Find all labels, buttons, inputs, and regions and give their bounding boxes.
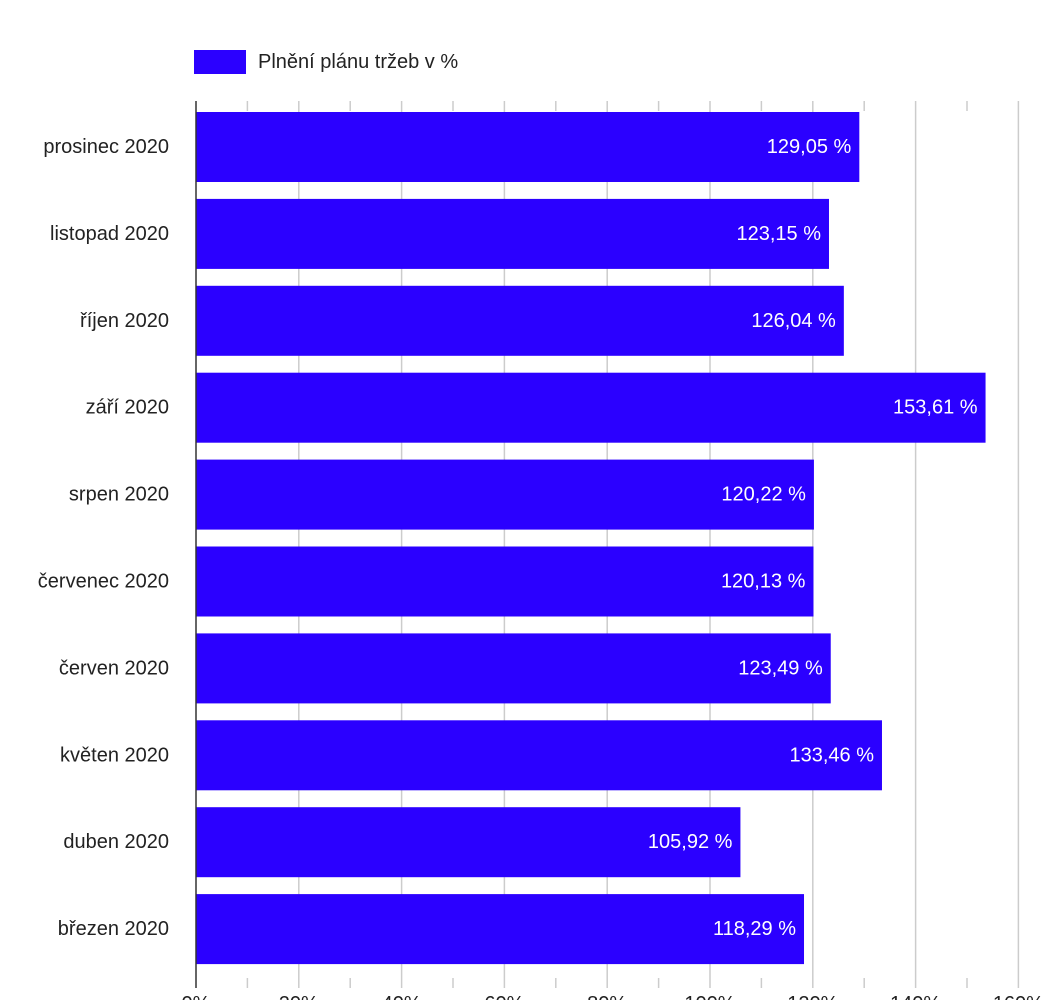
x-tick-label: 140% bbox=[890, 993, 941, 1000]
x-tick-label: 120% bbox=[787, 993, 838, 1000]
legend-swatch bbox=[194, 50, 246, 74]
bar bbox=[196, 459, 814, 530]
bar bbox=[196, 720, 882, 791]
x-tick-label: 100% bbox=[684, 993, 735, 1000]
data-label: 123,15 % bbox=[736, 223, 821, 245]
bar bbox=[196, 633, 831, 704]
data-label: 153,61 % bbox=[893, 397, 978, 419]
data-label: 120,22 % bbox=[721, 484, 806, 506]
legend-label: Plnění plánu tržeb v % bbox=[258, 50, 459, 73]
data-label: 123,49 % bbox=[738, 657, 823, 679]
category-label: červenec 2020 bbox=[38, 571, 169, 593]
x-tick-label: 20% bbox=[279, 993, 319, 1000]
category-label: březen 2020 bbox=[58, 918, 169, 940]
data-label: 129,05 % bbox=[767, 136, 852, 158]
x-tick-label: 160% bbox=[993, 993, 1044, 1000]
data-label: 133,46 % bbox=[789, 744, 874, 766]
x-tick-label: 40% bbox=[382, 993, 422, 1000]
bar bbox=[196, 112, 860, 182]
bar bbox=[196, 894, 805, 965]
data-label: 118,29 % bbox=[713, 918, 796, 940]
bar bbox=[196, 546, 814, 617]
legend: Plnění plánu tržeb v % bbox=[194, 49, 458, 75]
bar bbox=[196, 372, 986, 443]
category-label: prosinec 2020 bbox=[43, 136, 169, 158]
data-label: 120,13 % bbox=[721, 571, 806, 593]
bar bbox=[196, 198, 829, 269]
x-tick-label: 80% bbox=[587, 993, 627, 1000]
category-label: listopad 2020 bbox=[50, 223, 169, 245]
data-label: 126,04 % bbox=[751, 310, 836, 332]
data-label: 105,92 % bbox=[648, 831, 733, 853]
x-tick-label: 0% bbox=[182, 993, 211, 1000]
category-label: říjen 2020 bbox=[80, 310, 169, 332]
category-label: srpen 2020 bbox=[69, 484, 169, 506]
category-label: září 2020 bbox=[86, 397, 169, 419]
category-label: duben 2020 bbox=[63, 831, 169, 853]
bar bbox=[196, 285, 844, 356]
bar bbox=[196, 807, 741, 878]
category-label: květen 2020 bbox=[60, 744, 169, 766]
category-label: červen 2020 bbox=[59, 657, 169, 679]
x-tick-label: 60% bbox=[484, 993, 524, 1000]
